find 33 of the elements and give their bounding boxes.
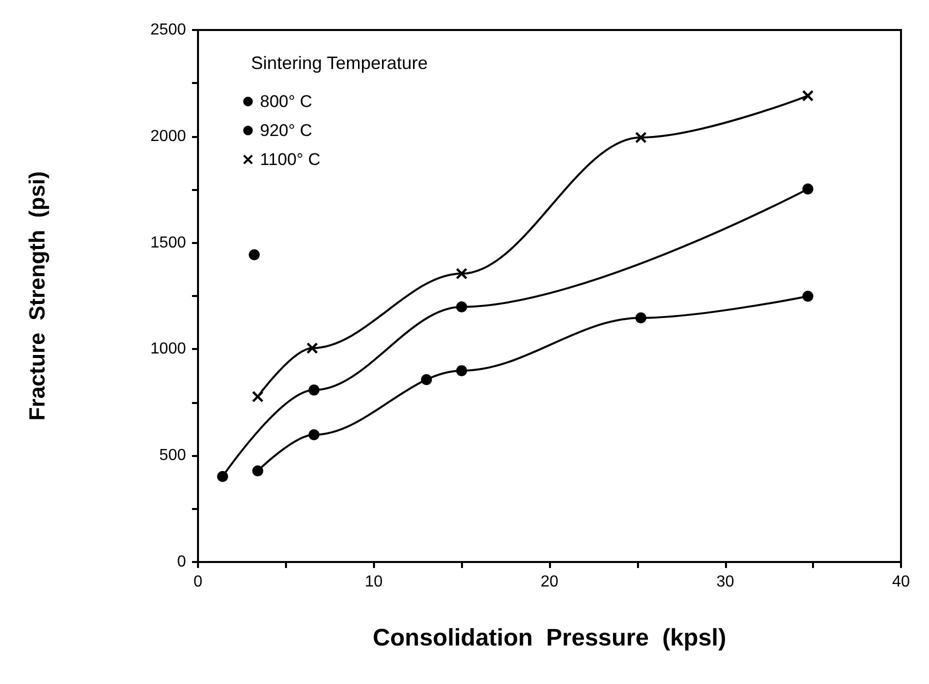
point bbox=[217, 470, 228, 482]
legend-label: 800° C bbox=[260, 92, 312, 111]
y-tick-label: 1000 bbox=[150, 340, 186, 358]
point bbox=[456, 365, 468, 376]
y-tick-label: 500 bbox=[159, 447, 186, 464]
point bbox=[802, 90, 814, 102]
x-axis-title: Consolidation Pressure (kpsl) bbox=[372, 624, 726, 652]
y-tick-label: 0 bbox=[177, 554, 186, 570]
legend-title: Sintering Temperature bbox=[251, 53, 428, 73]
y-axis-title: Fracture Strength (psi) bbox=[24, 171, 50, 421]
x-tick-label: 40 bbox=[892, 574, 910, 590]
point bbox=[456, 268, 468, 280]
legend-label: 1100° C bbox=[260, 150, 320, 169]
point bbox=[252, 391, 264, 402]
x-tick-label: 30 bbox=[716, 574, 734, 590]
point bbox=[802, 290, 814, 302]
x-tick-label: 20 bbox=[540, 574, 558, 590]
point bbox=[306, 342, 318, 354]
x-tick-label: 10 bbox=[364, 574, 383, 590]
legend-label: 920° C bbox=[260, 121, 312, 140]
point bbox=[456, 301, 468, 312]
point bbox=[248, 249, 260, 260]
y-tick-label: 1500 bbox=[150, 234, 186, 252]
point bbox=[308, 429, 320, 440]
point bbox=[635, 312, 646, 324]
point bbox=[252, 465, 264, 476]
point bbox=[420, 374, 432, 386]
y-tick-label: 2000 bbox=[150, 128, 186, 145]
y-tick-label: 2500 bbox=[150, 22, 186, 38]
x-tick-label: 0 bbox=[194, 574, 203, 590]
point bbox=[308, 384, 320, 396]
point bbox=[802, 183, 814, 194]
point bbox=[635, 132, 646, 143]
